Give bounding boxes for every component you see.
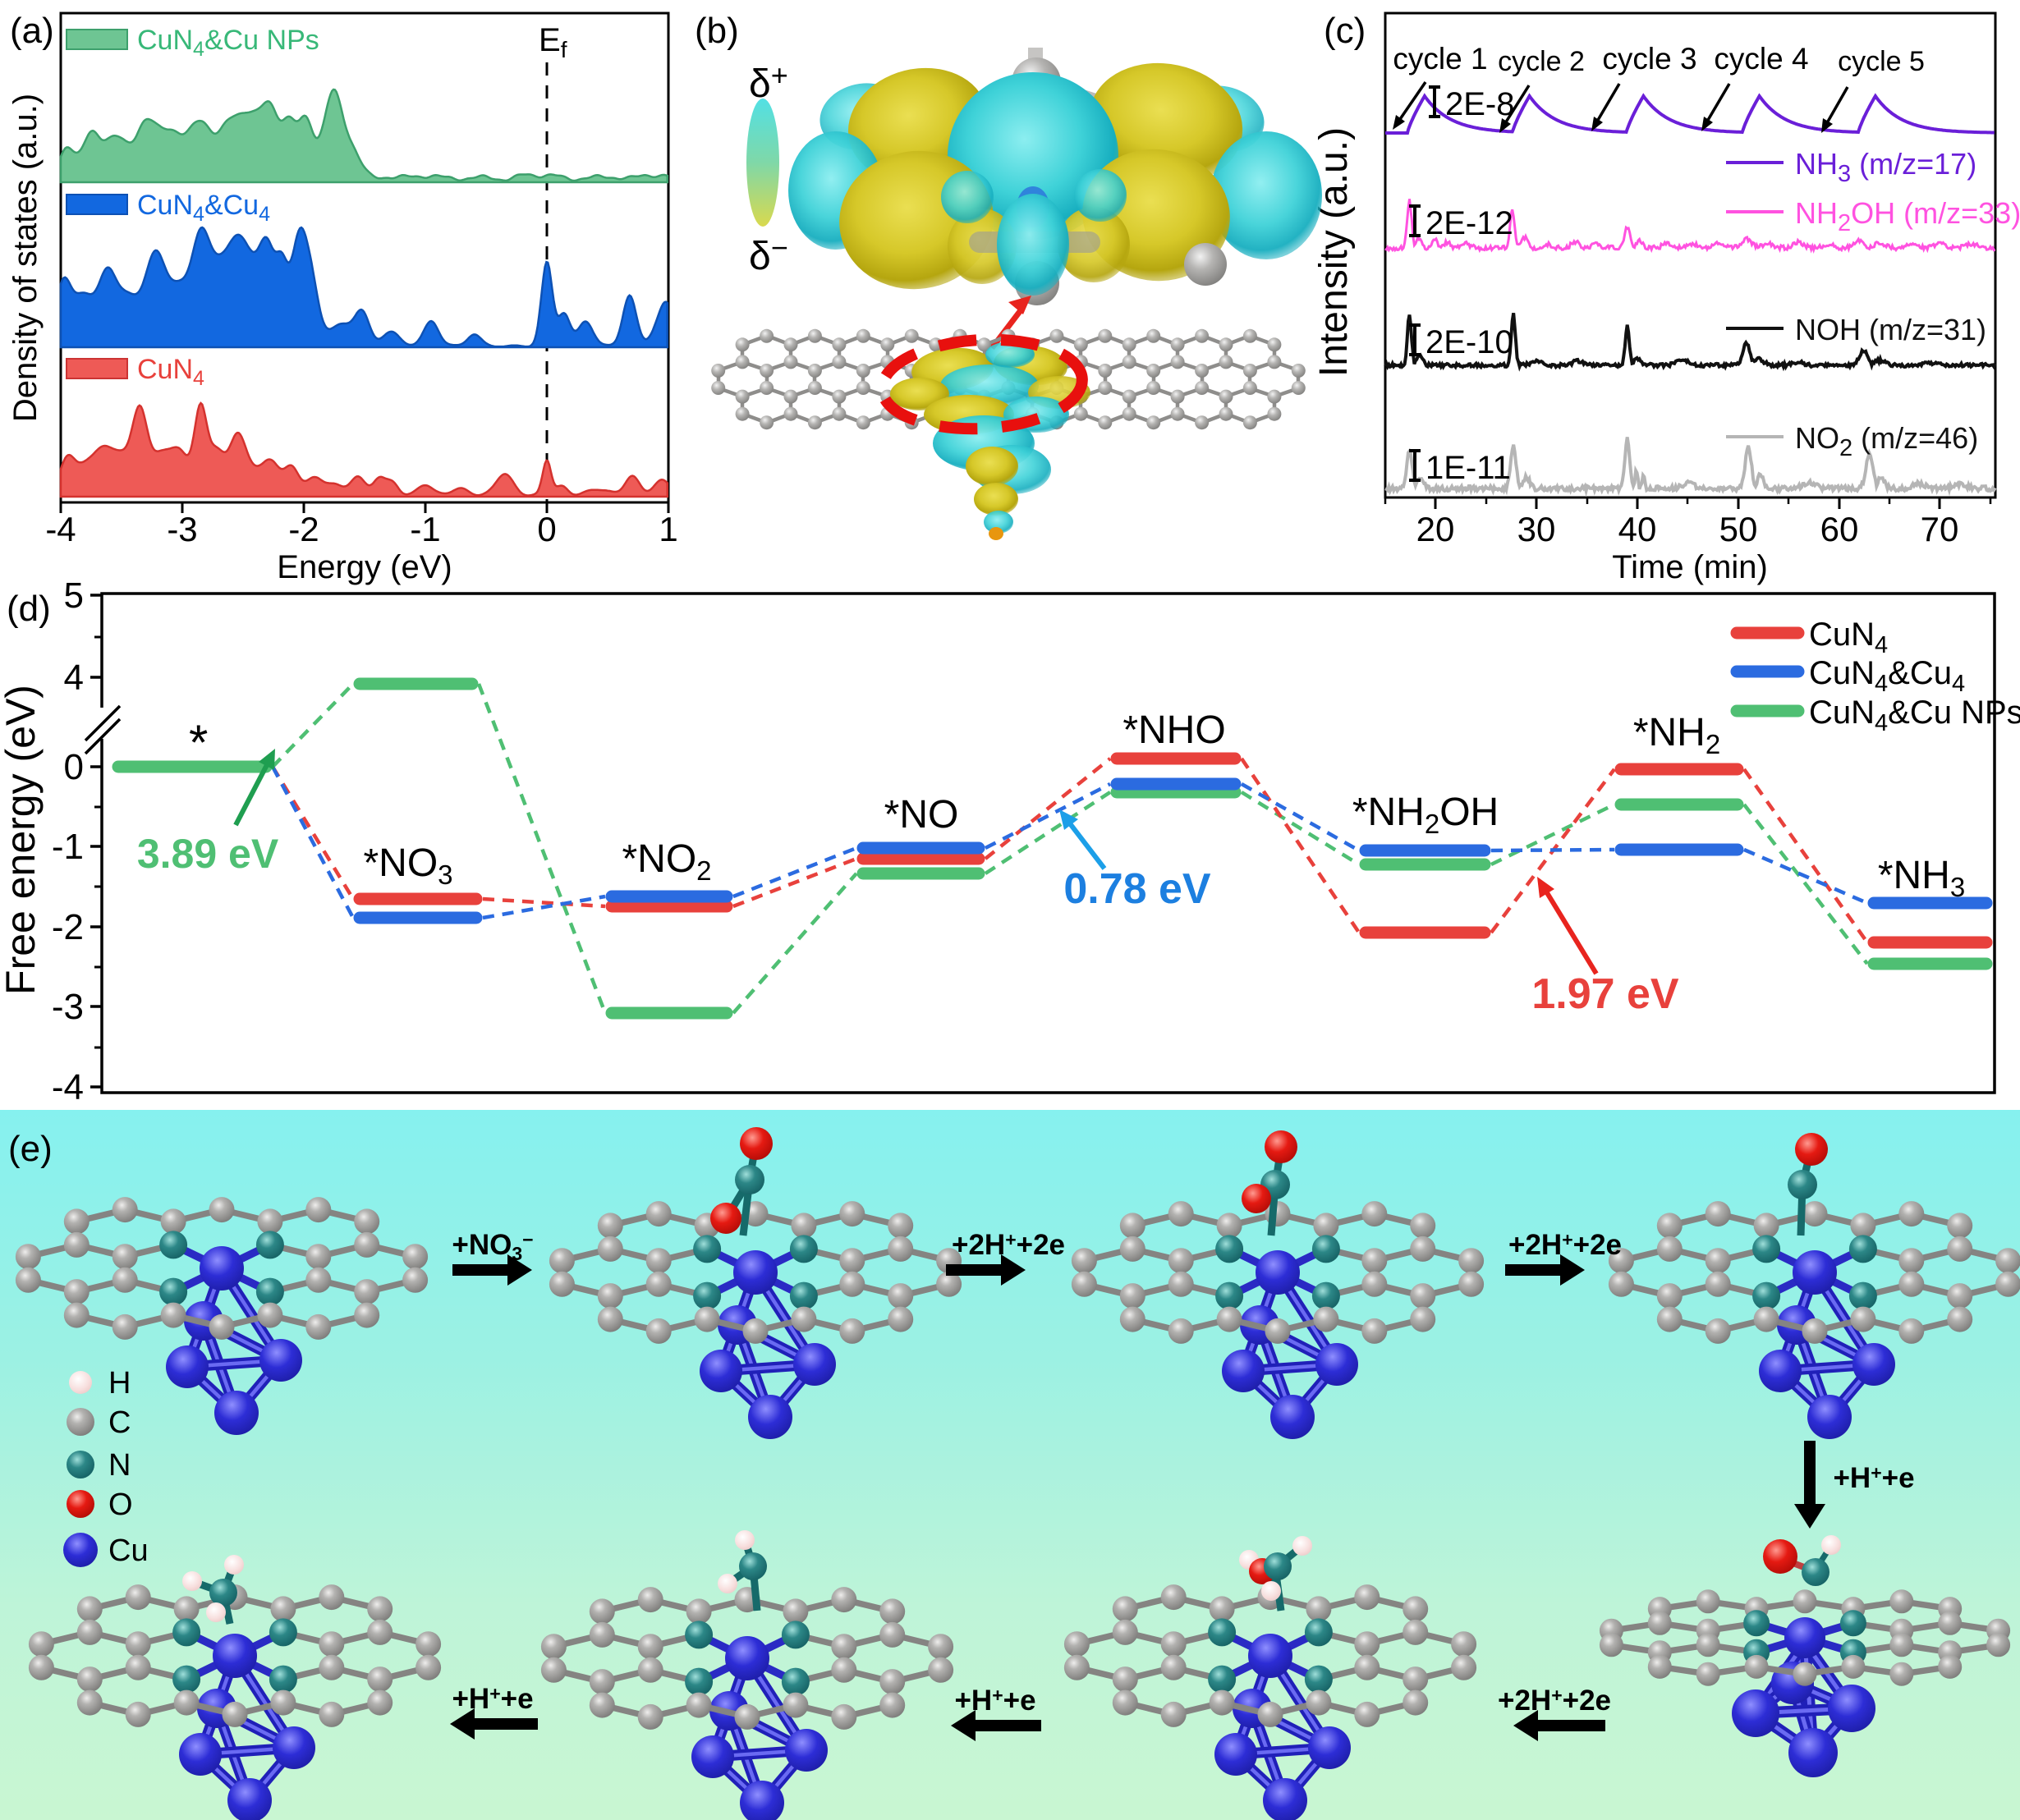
- svg-text:1E-11: 1E-11: [1425, 450, 1511, 486]
- svg-text:cycle 2: cycle 2: [1498, 46, 1585, 77]
- svg-text:+H++e: +H++e: [1833, 1462, 1914, 1494]
- svg-text:(e): (e): [8, 1129, 53, 1169]
- svg-text:2E-8: 2E-8: [1445, 86, 1515, 122]
- svg-text:*NH2OH: *NH2OH: [1352, 791, 1499, 839]
- svg-text:0.78 eV: 0.78 eV: [1063, 865, 1211, 913]
- svg-text:-2: -2: [52, 907, 84, 947]
- svg-text:(c): (c): [1324, 11, 1366, 51]
- svg-text:*NO: *NO: [884, 793, 959, 837]
- svg-text:Intensity (a.u.): Intensity (a.u.): [1312, 127, 1356, 377]
- svg-text:CuN4&Cu4: CuN4&Cu4: [137, 190, 270, 226]
- svg-text:70: 70: [1921, 510, 1959, 548]
- svg-text:+2H++2e: +2H++2e: [1508, 1229, 1622, 1261]
- svg-text:Free energy (eV): Free energy (eV): [0, 685, 44, 995]
- svg-text:50: 50: [1719, 510, 1758, 548]
- svg-text:60: 60: [1820, 510, 1859, 548]
- svg-text:-3: -3: [167, 510, 197, 548]
- svg-text:cycle 1: cycle 1: [1393, 42, 1487, 76]
- svg-text:CuN4&Cu NPs: CuN4&Cu NPs: [137, 25, 319, 61]
- svg-text:NH2OH (m/z=33): NH2OH (m/z=33): [1795, 196, 2020, 236]
- svg-text:40: 40: [1618, 510, 1657, 548]
- svg-text:30: 30: [1517, 510, 1556, 548]
- svg-text:*NHO: *NHO: [1122, 708, 1225, 752]
- svg-text:+H++e: +H++e: [452, 1683, 533, 1715]
- svg-text:1: 1: [659, 510, 677, 548]
- svg-text:cycle 3: cycle 3: [1602, 42, 1696, 76]
- svg-text:+2H++2e: +2H++2e: [1498, 1685, 1611, 1717]
- svg-text:0: 0: [64, 747, 84, 787]
- svg-text:Density of states (a.u.): Density of states (a.u.): [7, 94, 44, 422]
- svg-text:-1: -1: [52, 827, 84, 867]
- svg-text:-4: -4: [45, 510, 76, 548]
- svg-text:3.89 eV: 3.89 eV: [137, 831, 279, 877]
- svg-text:CuN4&Cu NPs: CuN4&Cu NPs: [1809, 695, 2020, 736]
- svg-text:NH3 (m/z=17): NH3 (m/z=17): [1795, 147, 1976, 187]
- svg-text:5: 5: [64, 575, 84, 616]
- svg-text:2E-10: 2E-10: [1425, 324, 1513, 360]
- svg-text:-4: -4: [52, 1067, 84, 1107]
- svg-text:Time (min): Time (min): [1612, 549, 1768, 585]
- svg-text:2E-12: 2E-12: [1425, 205, 1513, 241]
- svg-text:+2H++2e: +2H++2e: [952, 1229, 1065, 1261]
- svg-text:Cu: Cu: [108, 1533, 149, 1568]
- svg-text:(d): (d): [7, 589, 51, 629]
- svg-text:-3: -3: [52, 987, 84, 1027]
- svg-text:-2: -2: [288, 510, 319, 548]
- svg-text:+H++e: +H++e: [954, 1685, 1035, 1717]
- svg-text:cycle 5: cycle 5: [1838, 46, 1925, 77]
- svg-text:(b): (b): [695, 11, 739, 51]
- svg-text:Energy (eV): Energy (eV): [277, 549, 452, 585]
- svg-text:20: 20: [1416, 510, 1455, 548]
- svg-text:O: O: [108, 1488, 133, 1522]
- svg-text:+NO3−: +NO3−: [452, 1229, 533, 1264]
- svg-text:4: 4: [64, 658, 84, 698]
- svg-text:(a): (a): [10, 11, 54, 51]
- svg-text:N: N: [108, 1448, 131, 1483]
- svg-text:cycle 4: cycle 4: [1714, 42, 1808, 76]
- svg-text:NO2 (m/z=46): NO2 (m/z=46): [1795, 421, 1978, 461]
- svg-text:1.97 eV: 1.97 eV: [1531, 970, 1679, 1018]
- svg-text:NOH (m/z=31): NOH (m/z=31): [1795, 313, 1986, 346]
- svg-text:H: H: [108, 1366, 131, 1401]
- svg-text:C: C: [108, 1405, 131, 1440]
- svg-text:*: *: [189, 715, 208, 770]
- svg-text:-1: -1: [410, 510, 440, 548]
- svg-text:0: 0: [537, 510, 556, 548]
